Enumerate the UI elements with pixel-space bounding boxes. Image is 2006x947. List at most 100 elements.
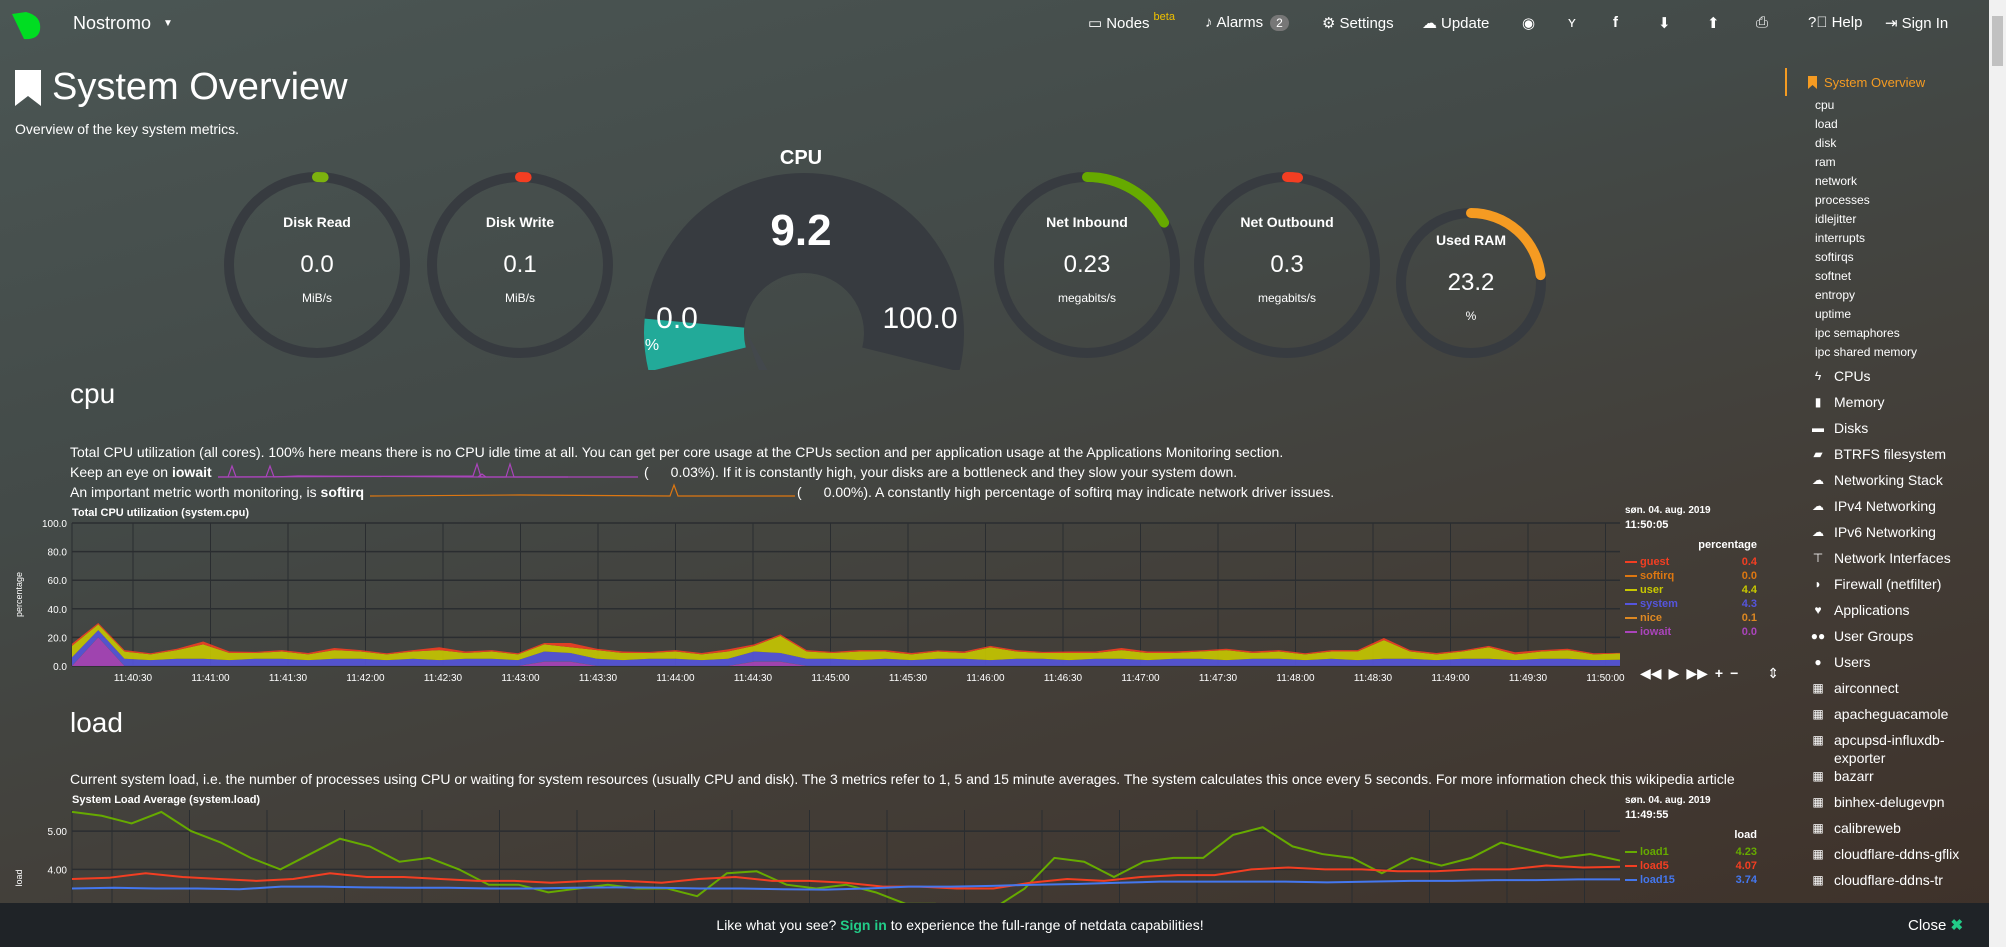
y-tick-label: 100.0: [42, 519, 67, 530]
legend-swatch: [1625, 589, 1637, 592]
area-system: [72, 630, 1620, 666]
sidebar-subitem-network[interactable]: network: [1815, 174, 1858, 188]
sidebar-item-user-groups[interactable]: ●● User Groups: [1810, 627, 1985, 653]
sidebar-item-applications[interactable]: ♥ Applications: [1810, 601, 1985, 627]
sidebar-item-cpus[interactable]: ϟ CPUs: [1810, 367, 1985, 393]
sidebar-item-airconnect[interactable]: ▦ airconnect: [1810, 679, 1985, 705]
help-button[interactable]: ?⃝ Help: [1808, 14, 1863, 31]
sidebar-subitem-processes[interactable]: processes: [1815, 193, 1870, 207]
hdd-icon: ▬: [1812, 421, 1824, 435]
github-button[interactable]: ◉: [1522, 14, 1535, 32]
upload-button[interactable]: ⬆: [1707, 14, 1720, 32]
sidebar-subitem-idlejitter[interactable]: idlejitter: [1815, 212, 1857, 226]
x-tick-label: 11:44:30: [734, 673, 773, 684]
sidebar-item-cloudflare-ddns-tr[interactable]: ▦ cloudflare-ddns-tr: [1810, 871, 1985, 897]
sidebar-subitem-cpu[interactable]: cpu: [1815, 98, 1835, 112]
legend-swatch: [1625, 879, 1637, 882]
sidebar-subitem-uptime[interactable]: uptime: [1815, 307, 1852, 321]
banner-sign-in-link[interactable]: Sign in: [840, 917, 887, 933]
sidebar-subitem-disk[interactable]: disk: [1815, 136, 1837, 150]
legend-item-load1[interactable]: load1 4.23: [1625, 845, 1757, 859]
update-button[interactable]: ☁ Update: [1422, 14, 1490, 33]
zoom-in-icon[interactable]: +: [1714, 665, 1724, 681]
facebook-icon: f: [1613, 14, 1618, 31]
x-tick-label: 11:47:30: [1199, 673, 1238, 684]
sidebar-item-label: cloudflare-ddns-tr: [1834, 872, 1943, 888]
legend-label: user: [1625, 583, 1663, 597]
sidebar-item-users[interactable]: ● Users: [1810, 653, 1985, 679]
settings-button[interactable]: ⚙ Settings: [1322, 14, 1394, 33]
twitter-button[interactable]: ʏ: [1568, 14, 1576, 31]
download-button[interactable]: ⬇: [1658, 14, 1671, 32]
sidebar-item-label: calibreweb: [1834, 820, 1901, 836]
sidebar-subitem-interrupts[interactable]: interrupts: [1815, 231, 1866, 245]
sidebar-item-label: bazarr: [1834, 768, 1874, 784]
cpu-chart[interactable]: 100.0 80.0 60.0 40.0 20.0 0.0 percentage 11:40:…: [0, 515, 1625, 690]
cpu-gauge-unit: %: [644, 337, 660, 354]
legend-item-softirq[interactable]: softirq 0.0: [1625, 569, 1757, 583]
play-icon[interactable]: ▶: [1668, 665, 1680, 681]
sidebar-subitem-entropy[interactable]: entropy: [1815, 288, 1856, 302]
sidebar-item-bazarr[interactable]: ▦ bazarr: [1810, 767, 1985, 793]
sidebar-active-section[interactable]: System Overview: [1785, 68, 1985, 96]
sidebar-subitem-ipc-semaphores[interactable]: ipc semaphores: [1815, 326, 1900, 340]
question-circle-icon: ?⃝: [1808, 14, 1828, 31]
legend-value: 4.23: [1735, 846, 1757, 858]
cpu-gauge-max: 100.0: [882, 302, 958, 335]
sidebar-item-ipv6-networking[interactable]: ☁ IPv6 Networking: [1810, 523, 1985, 549]
softirq-value: (0.00%). A constantly high percentage of…: [797, 484, 1335, 500]
sign-in-button[interactable]: ⇥ Sign In: [1885, 14, 1949, 33]
node-selector[interactable]: Nostromo ▼: [73, 13, 173, 33]
print-button[interactable]: ⎙: [1756, 14, 1768, 31]
sidebar-item-networking-stack[interactable]: ☁ Networking Stack: [1810, 471, 1985, 497]
pan-right-icon[interactable]: ▶▶: [1686, 665, 1708, 681]
zoom-out-icon[interactable]: −: [1730, 665, 1739, 681]
legend-item-load5[interactable]: load5 4.07: [1625, 859, 1757, 873]
gauge-value: 0.1: [503, 251, 537, 278]
sidebar-subitem-softnet[interactable]: softnet: [1815, 269, 1852, 283]
legend-series-name: iowait: [1640, 626, 1672, 638]
gauge-fill-arc: [1466, 208, 1546, 281]
alarms-button[interactable]: ♪ Alarms 2: [1205, 14, 1289, 31]
legend-item-iowait[interactable]: iowait 0.0: [1625, 625, 1757, 639]
window-scrollbar[interactable]: [1989, 0, 2006, 947]
sidebar-item-label: apcupsd-influxdb-exporter: [1834, 732, 1945, 766]
sidebar-subitem-ram[interactable]: ram: [1815, 155, 1836, 169]
section-heading-cpu: cpu: [70, 378, 116, 409]
sidebar-item-memory[interactable]: ▮ Memory: [1810, 393, 1985, 419]
gauge-unit: megabits/s: [1257, 291, 1317, 305]
sidebar-item-binhex-delugevpn[interactable]: ▦ binhex-delugevpn: [1810, 793, 1985, 819]
sidebar-subitem-softirqs[interactable]: softirqs: [1815, 250, 1854, 264]
legend-item-guest[interactable]: guest 0.4: [1625, 555, 1757, 569]
sidebar-item-firewall-netfilter-[interactable]: ◗ Firewall (netfilter): [1810, 575, 1985, 601]
sidebar-item-apcupsd-influxdb-exporter[interactable]: ▦ apcupsd-influxdb-exporter: [1810, 731, 1985, 767]
banner-close-button[interactable]: Close ✖: [1908, 917, 1964, 934]
area-guest: [72, 622, 1620, 655]
pan-left-icon[interactable]: ◀◀: [1640, 665, 1662, 681]
sidebar-subitem-load[interactable]: load: [1815, 117, 1838, 131]
sidebar-item-btrfs-filesystem[interactable]: ▰ BTRFS filesystem: [1810, 445, 1985, 471]
resize-icon[interactable]: ⇕: [1767, 665, 1779, 681]
iowait-sparkline: [218, 461, 638, 478]
line-load5: [71, 864, 1621, 890]
legend-item-system[interactable]: system 4.3: [1625, 597, 1757, 611]
grid-icon: ▦: [1812, 733, 1824, 747]
sidebar-item-disks[interactable]: ▬ Disks: [1810, 419, 1985, 445]
netdata-logo-icon[interactable]: [12, 12, 42, 40]
nodes-button[interactable]: ▭ Nodes beta: [1088, 11, 1175, 32]
legend-date: søn. 04. aug. 2019: [1625, 795, 1711, 806]
sidebar-item-ipv4-networking[interactable]: ☁ IPv4 Networking: [1810, 497, 1985, 523]
scrollbar-thumb[interactable]: [1992, 16, 2003, 66]
github-icon: ◉: [1522, 15, 1536, 32]
legend-item-user[interactable]: user 4.4: [1625, 583, 1757, 597]
legend-item-nice[interactable]: nice 0.1: [1625, 611, 1757, 625]
sidebar-item-network-interfaces[interactable]: ⊤ Network Interfaces: [1810, 549, 1985, 575]
sidebar-item-calibreweb[interactable]: ▦ calibreweb: [1810, 819, 1985, 845]
sidebar-subitem-ipc-shared-memory[interactable]: ipc shared memory: [1815, 345, 1918, 359]
legend-item-load15[interactable]: load15 3.74: [1625, 873, 1757, 887]
legend-series-name: user: [1640, 584, 1664, 596]
facebook-button[interactable]: f: [1613, 14, 1618, 31]
sidebar-item-apacheguacamole[interactable]: ▦ apacheguacamole: [1810, 705, 1985, 731]
sidebar-item-cloudflare-ddns-gflix[interactable]: ▦ cloudflare-ddns-gflix: [1810, 845, 1985, 871]
legend-swatch: [1625, 631, 1637, 634]
